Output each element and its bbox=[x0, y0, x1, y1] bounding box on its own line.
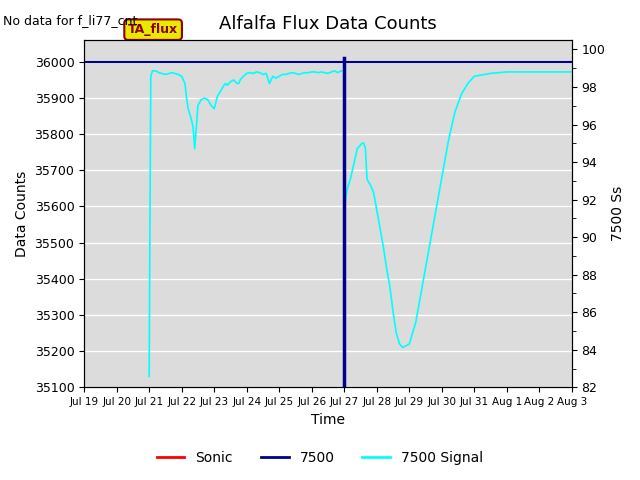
Y-axis label: 7500 Ss: 7500 Ss bbox=[611, 186, 625, 241]
Text: TA_flux: TA_flux bbox=[128, 23, 178, 36]
X-axis label: Time: Time bbox=[311, 413, 345, 427]
Text: No data for f_li77_cnt: No data for f_li77_cnt bbox=[3, 14, 138, 27]
Legend: Sonic, 7500, 7500 Signal: Sonic, 7500, 7500 Signal bbox=[151, 445, 489, 471]
Title: Alfalfa Flux Data Counts: Alfalfa Flux Data Counts bbox=[219, 15, 437, 33]
Y-axis label: Data Counts: Data Counts bbox=[15, 170, 29, 257]
